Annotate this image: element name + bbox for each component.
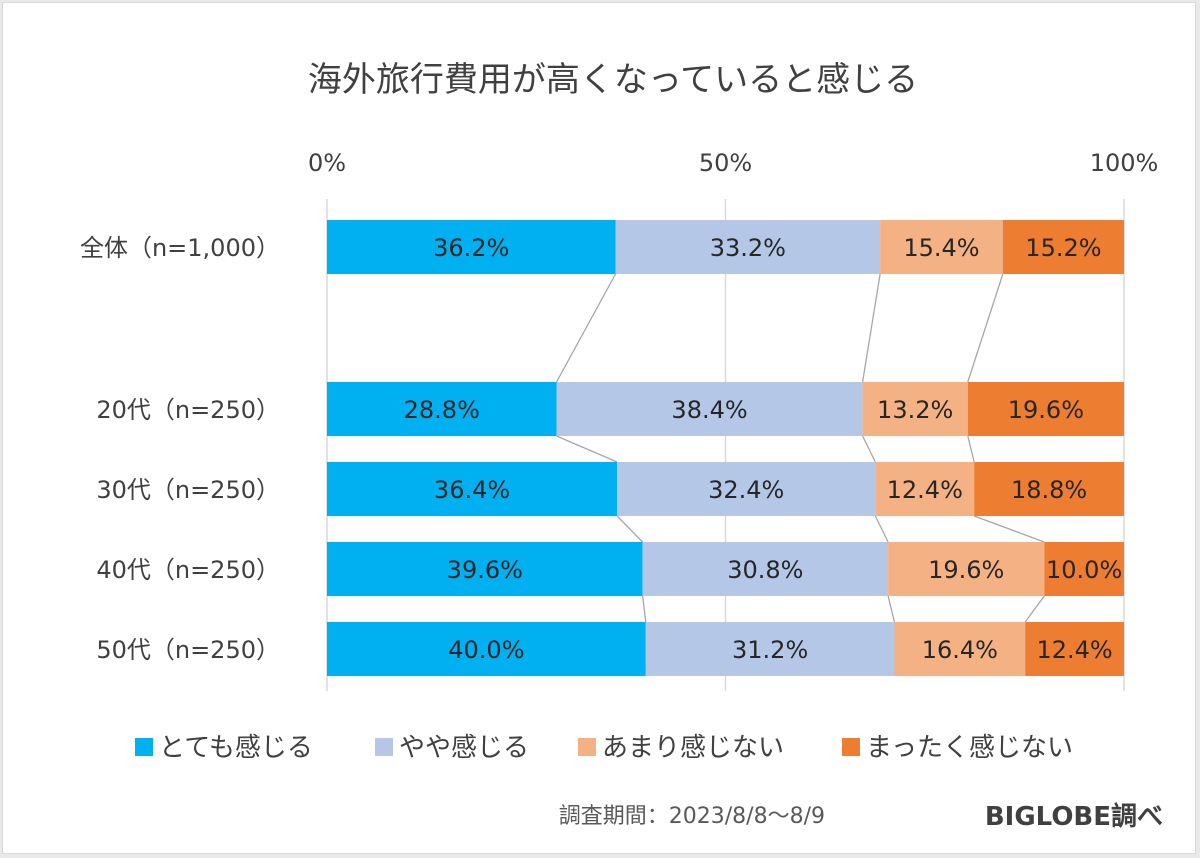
stacked-bar-chart: 海外旅行費用が高くなっていると感じる 0% 50% 100% 36.2% 33.2% 1… <box>80 60 1163 832</box>
series-line <box>862 435 876 463</box>
bar-segment <box>875 462 975 516</box>
bar-segment <box>880 220 1003 274</box>
data-label: 30.8% <box>727 556 803 584</box>
data-label: 40.0% <box>448 636 524 664</box>
source-credit: BIGLOBE調べ <box>985 801 1163 832</box>
data-label: 36.2% <box>433 234 509 262</box>
series-line <box>556 435 618 463</box>
chart-title: 海外旅行費用が高くなっていると感じる <box>308 60 918 100</box>
data-label: 33.2% <box>710 234 786 262</box>
bar-segment <box>327 462 618 516</box>
series-line <box>555 273 617 383</box>
tick-label: 100% <box>1090 149 1159 177</box>
data-label: 15.2% <box>1025 234 1101 262</box>
data-label: 13.2% <box>877 396 953 424</box>
bars: 36.2% 33.2% 15.4% 15.2% 28.8% 38.4% 13.2% 19.6%… <box>327 220 1124 676</box>
series-line <box>616 515 644 543</box>
data-label: 12.4% <box>1036 636 1112 664</box>
bar-segment <box>617 462 876 516</box>
legend-label: やや感じる <box>399 733 529 763</box>
legend-swatch <box>135 738 153 756</box>
series-line <box>861 273 881 383</box>
bar-segment <box>1002 220 1124 274</box>
bar-segment <box>888 542 1045 596</box>
legend-label: とても感じる <box>159 733 313 763</box>
data-label: 16.4% <box>922 636 998 664</box>
series-line <box>887 595 896 623</box>
data-label: 15.4% <box>903 234 979 262</box>
legend-label: まったく感じない <box>866 733 1073 763</box>
bar-segment <box>967 382 1124 436</box>
data-label: 19.6% <box>1008 396 1084 424</box>
category-label: 40代（n=250） <box>96 556 280 584</box>
data-label: 39.6% <box>447 556 523 584</box>
series-lines <box>555 273 1045 623</box>
bar-segment <box>327 622 646 676</box>
legend-swatch <box>578 738 596 756</box>
legend: とても感じる やや感じる あまり感じない まったく感じない <box>135 733 1073 763</box>
bar-segment <box>862 382 968 436</box>
series-line <box>874 515 889 543</box>
category-label: 全体（n=1,000） <box>80 234 280 262</box>
bar-segment <box>556 382 863 436</box>
bar-segment <box>327 382 557 436</box>
bar-segment <box>327 220 616 274</box>
data-label: 19.6% <box>928 556 1004 584</box>
data-label: 31.2% <box>732 636 808 664</box>
legend-swatch <box>842 738 860 756</box>
survey-period: 調査期間：2023/8/8～8/9 <box>559 804 825 829</box>
series-line <box>967 435 975 463</box>
data-label: 38.4% <box>671 396 747 424</box>
category-label: 20代（n=250） <box>96 396 280 424</box>
axis-ticks: 0% 50% 100% <box>308 149 1158 177</box>
bar-segment <box>615 220 881 274</box>
tick-label: 0% <box>308 149 346 177</box>
legend-label: あまり感じない <box>602 733 784 763</box>
bar-segment <box>1044 542 1124 596</box>
gridlines <box>326 199 1125 691</box>
category-label: 30代（n=250） <box>96 476 280 504</box>
data-label: 12.4% <box>887 476 963 504</box>
series-line <box>1024 595 1045 623</box>
tick-label: 50% <box>699 149 752 177</box>
series-line <box>967 273 1004 383</box>
bar-segment <box>974 462 1124 516</box>
category-labels: 全体（n=1,000） 20代（n=250） 30代（n=250） 40代（n=250… <box>80 234 280 664</box>
data-label: 32.4% <box>708 476 784 504</box>
bar-segment <box>642 542 889 596</box>
bar-segment <box>1025 622 1124 676</box>
series-line <box>973 515 1045 543</box>
data-label: 10.0% <box>1046 556 1122 584</box>
bar-segment <box>894 622 1026 676</box>
category-label: 50代（n=250） <box>96 636 280 664</box>
legend-swatch <box>375 738 393 756</box>
data-label: 18.8% <box>1011 476 1087 504</box>
data-label: 36.4% <box>434 476 510 504</box>
series-line <box>641 595 647 623</box>
data-label: 28.8% <box>404 396 480 424</box>
bar-segment <box>645 622 895 676</box>
bar-segment <box>327 542 643 596</box>
